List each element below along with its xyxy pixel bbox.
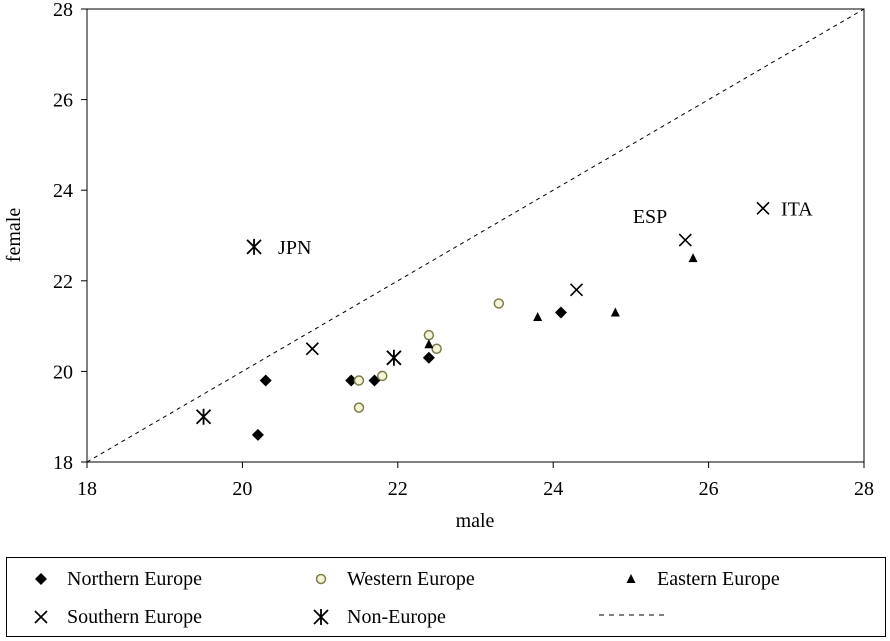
annotation-label: JPN: [278, 237, 311, 259]
legend-label: Eastern Europe: [657, 567, 780, 590]
western-europe-point: [431, 343, 442, 354]
eastern-europe-point: [688, 253, 698, 263]
diamond-marker-icon: [29, 567, 53, 591]
x-tick-label: 26: [699, 478, 719, 500]
southern-europe-point: [305, 342, 319, 356]
y-tick-label: 26: [53, 90, 73, 112]
western-europe-point: [353, 402, 365, 413]
legend-item-eastern-europe: Eastern Europe: [619, 564, 780, 594]
eastern-europe-point: [533, 312, 543, 322]
legend-item-reference-line: [597, 602, 667, 632]
southern-europe-point: [756, 201, 770, 215]
northern-europe-point: [251, 428, 264, 441]
eastern-europe-point: [424, 339, 434, 349]
northern-europe-point: [422, 351, 435, 364]
annotation-label: ESP: [633, 206, 667, 228]
annotation-label: ITA: [781, 198, 813, 220]
southern-europe-point: [569, 283, 584, 297]
southern-europe-point: [678, 233, 692, 247]
x-tick-label: 24: [543, 478, 563, 500]
legend-label: Southern Europe: [67, 605, 202, 628]
x-tick-label: 20: [232, 478, 252, 500]
non-europe-point: [246, 238, 262, 255]
x-tick-label: 18: [77, 478, 97, 500]
western-europe-point: [423, 329, 435, 341]
y-tick-label: 28: [53, 0, 73, 21]
dashed-line-icon: [597, 602, 667, 632]
legend: Northern Europe Western Europe Eastern E…: [6, 557, 886, 637]
legend-label: Western Europe: [347, 567, 475, 590]
y-tick-label: 24: [53, 180, 73, 202]
legend-label: Northern Europe: [67, 567, 202, 590]
non-europe-point: [195, 408, 212, 425]
reference-line: [86, 8, 865, 463]
y-tick-label: 20: [53, 361, 73, 383]
non-europe-point: [386, 349, 402, 366]
legend-item-northern-europe: Northern Europe: [29, 564, 202, 594]
legend-label: Non-Europe: [347, 605, 446, 628]
y-axis-label: female: [3, 208, 25, 263]
x-tick-label: 22: [388, 478, 408, 500]
x-axis-label: male: [456, 510, 495, 532]
legend-item-non-europe: Non-Europe: [309, 602, 446, 632]
northern-europe-point: [345, 374, 358, 387]
x-marker-icon: [29, 605, 53, 629]
northern-europe-point: [259, 374, 272, 387]
open-circle-marker-icon: [309, 567, 333, 591]
triangle-marker-icon: [619, 567, 643, 591]
asterisk-marker-icon: [309, 605, 333, 629]
western-europe-point: [353, 375, 365, 386]
western-europe-point: [493, 298, 505, 309]
legend-item-southern-europe: Southern Europe: [29, 602, 202, 632]
western-europe-point: [377, 370, 388, 382]
y-tick-label: 18: [53, 452, 73, 474]
y-tick-label: 22: [53, 271, 73, 293]
eastern-europe-point: [610, 307, 620, 317]
northern-europe-point: [554, 306, 567, 319]
x-tick-label: 28: [854, 478, 874, 500]
legend-item-western-europe: Western Europe: [309, 564, 475, 594]
